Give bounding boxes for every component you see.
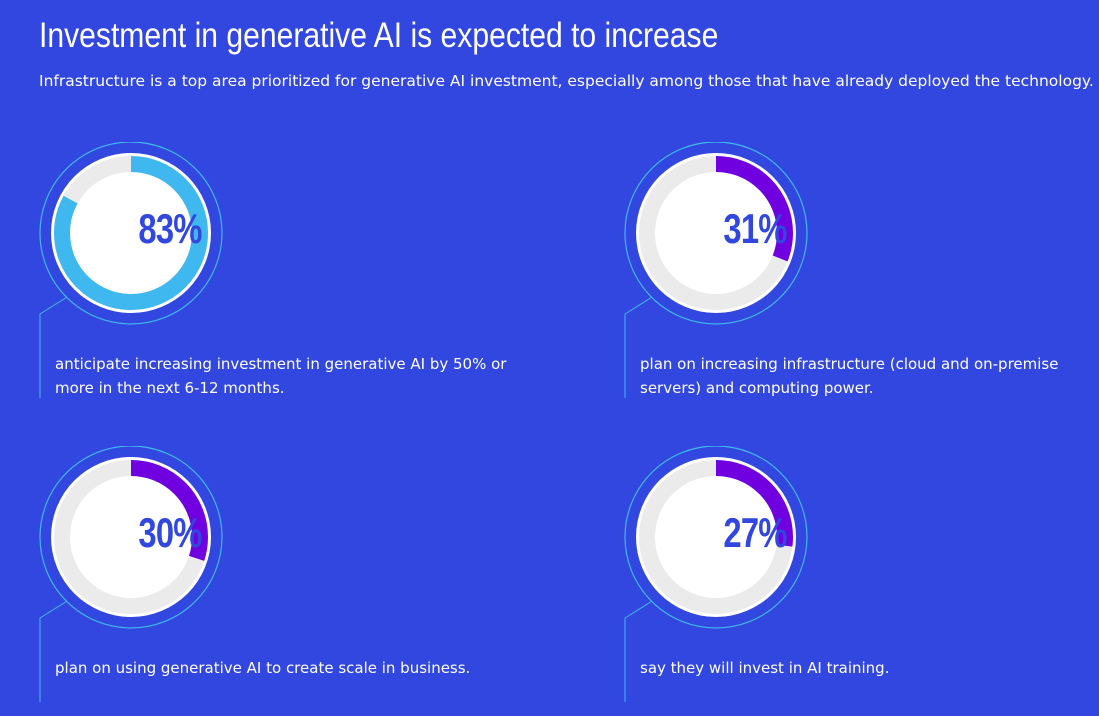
stat-percentage: 83% — [138, 205, 202, 252]
donut-value-arc — [639, 156, 793, 310]
donut-value-arc — [54, 156, 208, 310]
donut-chart — [624, 142, 808, 398]
donut-value-arc — [639, 460, 793, 614]
leader-line — [624, 296, 652, 398]
donut-chart — [624, 446, 808, 702]
stat-card: 83% anticipate increasing investment in … — [39, 142, 519, 412]
stat-percentage: 31% — [723, 205, 787, 252]
outer-ring — [39, 446, 223, 629]
page-subtitle: Infrastructure is a top area prioritized… — [39, 72, 1094, 90]
stat-card: 30% plan on using generative AI to creat… — [39, 446, 519, 716]
donut-value-arc — [54, 460, 208, 614]
stat-description: plan on increasing infrastructure (cloud… — [640, 355, 1059, 397]
leader-line — [39, 296, 67, 398]
page-title: Investment in generative AI is expected … — [39, 16, 719, 55]
stat-description: say they will invest in AI training. — [640, 659, 890, 677]
stat-percentage: 30% — [138, 509, 202, 556]
donut-background — [51, 457, 211, 617]
donut-background — [636, 153, 796, 313]
stat-card: 31% plan on increasing infrastructure (c… — [624, 142, 1099, 412]
stat-card: 27% say they will invest in AI training. — [624, 446, 1099, 716]
donut-chart — [39, 142, 223, 398]
donut-background — [636, 457, 796, 617]
stat-description: plan on using generative AI to create sc… — [55, 659, 471, 677]
outer-ring — [624, 142, 808, 325]
stat-percentage: 27% — [723, 509, 787, 556]
leader-line — [39, 600, 67, 702]
donut-chart — [39, 446, 223, 702]
outer-ring — [39, 142, 223, 325]
outer-ring — [624, 446, 808, 629]
stat-description: anticipate increasing investment in gene… — [55, 355, 507, 397]
leader-line — [624, 600, 652, 702]
donut-background — [51, 153, 211, 313]
